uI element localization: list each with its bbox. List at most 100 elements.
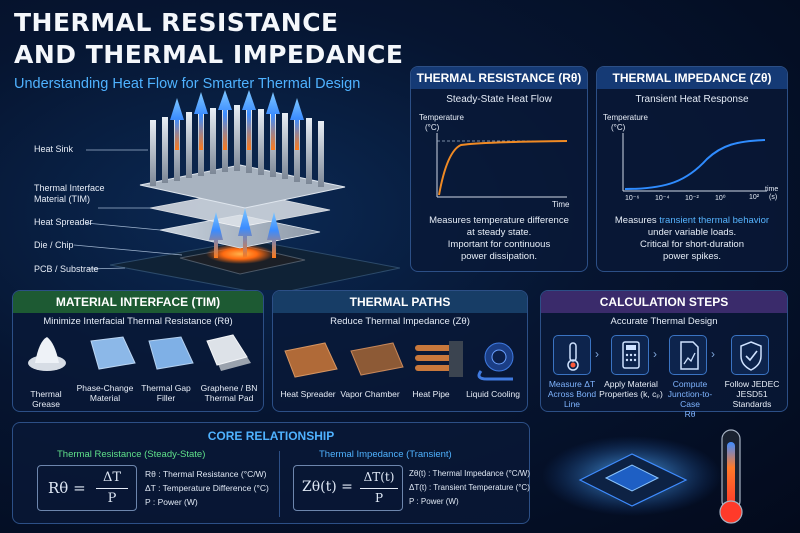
paths-illustrations <box>284 341 514 381</box>
resistance-desc-line1: Measures temperature difference <box>429 215 569 226</box>
impedance-xtick-5: 10² <box>749 194 760 201</box>
resistance-legend-2: ΔT : Temperature Difference (°C) <box>145 483 269 493</box>
impedance-xlabel-2: (s) <box>769 194 778 201</box>
label-leader-lines <box>73 149 183 270</box>
resistance-desc-line4: power dissipation. <box>460 251 538 262</box>
step-1-caption: Measure ΔT Across Bond Line <box>543 379 601 409</box>
label-tim-line2: Material (TIM) <box>34 194 90 204</box>
step-2-line1: Apply Material <box>604 379 658 389</box>
impedance-description: Measures transient thermal behavior unde… <box>601 215 783 263</box>
step-3-line2: Junction-to-Case <box>667 389 713 409</box>
steady-state-curve <box>438 140 568 196</box>
document-chart-icon <box>680 341 699 370</box>
shield-check-icon <box>740 341 762 371</box>
step-2-line2: Properties (k, cₚ) <box>599 389 663 399</box>
resistance-ylabel-2: (°C) <box>425 123 440 132</box>
material-item-4-line1: Graphene / BN <box>200 383 258 393</box>
material-item-3-caption: Thermal Gap Filler <box>137 383 195 403</box>
label-pcb-substrate: PCB / Substrate <box>34 264 99 274</box>
resistance-formula-den: P <box>107 491 117 506</box>
resistance-panel-title: THERMAL RESISTANCE (Rθ) <box>411 67 587 89</box>
calculator-icon <box>622 341 640 369</box>
thermal-impedance-panel: THERMAL IMPEDANCE (Zθ) Transient Heat Re… <box>596 66 788 272</box>
label-heat-spreader: Heat Spreader <box>34 217 93 227</box>
material-item-1-caption: Thermal Grease <box>17 389 75 409</box>
resistance-xlabel: Time <box>552 200 570 209</box>
core-panel-title: CORE RELATIONSHIP <box>207 429 335 443</box>
gap-filler-sheet <box>148 336 194 370</box>
paths-panel-title: THERMAL PATHS <box>273 291 527 313</box>
core-divider <box>279 451 280 517</box>
material-panel-title: MATERIAL INTERFACE (TIM) <box>13 291 263 313</box>
resistance-desc-line2: at steady state. <box>466 227 532 238</box>
path-item-2-caption: Vapor Chamber <box>340 389 400 399</box>
chip-die <box>604 464 660 492</box>
core-left-title: Thermal Resistance (Steady-State) <box>57 449 206 460</box>
impedance-formula-den: P <box>374 491 384 505</box>
step-arrow-3-icon: › <box>711 347 715 361</box>
thermal-paths-panel: THERMAL PATHS Reduce Thermal Impedance (… <box>272 290 528 412</box>
impedance-legend-1: Zθ(t) : Thermal Impedance (°C/W) <box>409 469 530 478</box>
calculation-steps-panel: CALCULATION STEPS Accurate Thermal Desig… <box>540 290 788 419</box>
impedance-desc-line3: Critical for short-duration <box>639 239 744 250</box>
step-arrow-1-icon: › <box>595 347 599 361</box>
path-item-4-caption: Liquid Cooling <box>466 389 520 399</box>
heat-flow-arrows <box>170 90 304 258</box>
material-item-4-caption: Graphene / BN Thermal Pad <box>197 383 261 403</box>
impedance-desc-line1: Measures transient thermal behavior <box>601 215 783 227</box>
step-4-line3: Standards <box>732 399 772 409</box>
step-1-line2: Across Bond Line <box>547 389 597 409</box>
impedance-fraction-bar <box>360 488 398 489</box>
label-die-chip: Die / Chip <box>34 240 74 250</box>
die-glow <box>206 244 274 264</box>
material-item-2-line1: Phase-Change <box>76 383 134 393</box>
path-item-3-caption: Heat Pipe <box>412 389 450 399</box>
vapor-chamber-plate <box>350 342 404 376</box>
resistance-ylabel-1: Temperature <box>419 113 464 122</box>
material-illustrations <box>28 334 251 371</box>
graphene-pad-front <box>206 334 248 366</box>
impedance-ylabel-2: (°C) <box>611 123 626 132</box>
resistance-description: Measures temperature difference at stead… <box>415 215 583 263</box>
resistance-desc-line3: Important for continuous <box>447 239 551 250</box>
core-relationship-panel: CORE RELATIONSHIP Thermal Resistance (St… <box>12 422 530 524</box>
material-item-2-line2: Material <box>89 393 121 403</box>
heat-sink-base <box>139 164 346 209</box>
glowing-chip-illustration <box>542 429 743 524</box>
transient-chart <box>622 133 767 192</box>
steps-panel-subtitle: Accurate Thermal Design <box>610 316 718 327</box>
resistance-formula-num: ΔT <box>102 470 122 485</box>
label-tim-line1: Thermal Interface <box>34 183 105 193</box>
thermal-resistance-panel: THERMAL RESISTANCE (Rθ) Steady-State Hea… <box>410 66 588 272</box>
impedance-panel-title: THERMAL IMPEDANCE (Zθ) <box>597 67 787 89</box>
material-item-2-caption: Phase-Change Material <box>75 383 135 403</box>
impedance-formula-lhs: Zθ(t) = <box>302 479 353 495</box>
step-2-caption: Apply Material Properties (k, cₚ) <box>599 379 663 399</box>
heat-spreader-copper <box>284 342 338 378</box>
impedance-xtick-3: 10⁻² <box>685 195 699 202</box>
thermometer-bulb <box>719 500 743 524</box>
liquid-cooling-graphic <box>477 342 514 381</box>
material-item-3-line2: Filler <box>156 393 176 403</box>
path-item-1-caption: Heat Spreader <box>280 389 336 399</box>
impedance-xtick-4: 10⁰ <box>715 195 726 202</box>
heat-pipe-graphic <box>415 341 463 377</box>
thermal-stack-illustration <box>73 90 400 290</box>
impedance-xtick-1: 10⁻⁶ <box>625 195 640 202</box>
impedance-legend-3: P : Power (W) <box>409 497 459 506</box>
step-2-icon-box <box>611 335 649 375</box>
material-item-4-line2: Thermal Pad <box>204 393 254 403</box>
impedance-formula-num: ΔT(t) <box>363 470 395 484</box>
phase-change-sheet <box>90 336 136 370</box>
steps-panel-title: CALCULATION STEPS <box>541 291 787 313</box>
impedance-panel-subtitle: Transient Heat Response <box>635 94 749 105</box>
resistance-fraction-bar <box>96 488 128 489</box>
step-3-icon-box <box>669 335 707 375</box>
paths-panel-subtitle: Reduce Thermal Impedance (Zθ) <box>330 316 470 327</box>
step-4-line1: Follow JEDEC <box>724 379 780 389</box>
resistance-formula-box: Rθ = ΔT P <box>37 465 137 511</box>
resistance-panel-subtitle: Steady-State Heat Flow <box>446 94 552 105</box>
impedance-desc-highlight: transient thermal behavior <box>659 215 770 226</box>
resistance-legend-1: Rθ : Thermal Resistance (°C/W) <box>145 469 267 479</box>
impedance-xlabel-1: time <box>765 186 779 193</box>
